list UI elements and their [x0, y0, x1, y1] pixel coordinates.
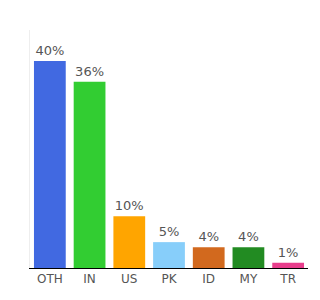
- svg-text:ID: ID: [202, 272, 215, 286]
- svg-text:OTH: OTH: [37, 272, 63, 286]
- svg-text:36%: 36%: [75, 64, 104, 79]
- svg-text:MY: MY: [240, 272, 258, 286]
- svg-text:5%: 5%: [159, 224, 180, 239]
- svg-text:1%: 1%: [278, 245, 299, 260]
- svg-text:40%: 40%: [35, 43, 64, 58]
- svg-text:10%: 10%: [115, 198, 144, 213]
- svg-text:4%: 4%: [238, 229, 259, 244]
- svg-text:TR: TR: [279, 272, 296, 286]
- svg-text:PK: PK: [161, 272, 177, 286]
- svg-text:US: US: [121, 272, 137, 286]
- svg-text:IN: IN: [83, 272, 96, 286]
- svg-text:4%: 4%: [198, 229, 219, 244]
